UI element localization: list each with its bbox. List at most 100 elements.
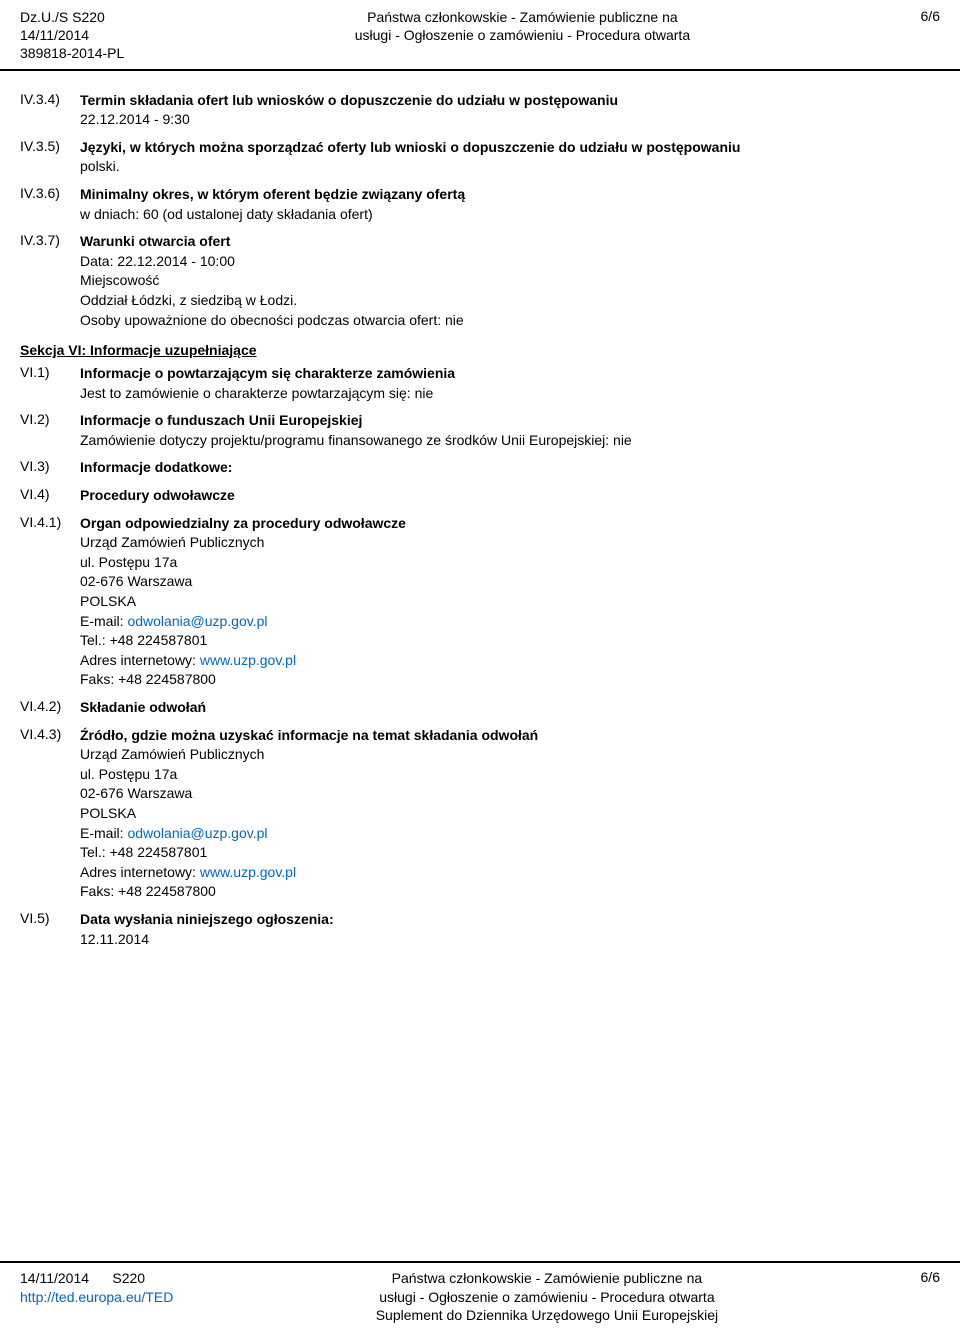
org-email-row: E-mail: odwolania@uzp.gov.pl: [80, 612, 940, 632]
item-vi42: VI.4.2) Składanie odwołań: [20, 698, 940, 718]
footer-url[interactable]: http://ted.europa.eu/TED: [20, 1288, 173, 1306]
web-label: Adres internetowy:: [80, 864, 200, 880]
item-title: Informacje o funduszach Unii Europejskie…: [80, 411, 940, 431]
item-title: Informacje o powtarzającym się charakter…: [80, 364, 940, 384]
item-vi1: VI.1) Informacje o powtarzającym się cha…: [20, 364, 940, 403]
web-label: Adres internetowy:: [80, 652, 200, 668]
item-line: Jest to zamówienie o charakterze powtarz…: [80, 384, 940, 404]
item-title: Minimalny okres, w którym oferent będzie…: [80, 185, 940, 205]
tel-value: +48 224587801: [110, 632, 208, 648]
fax-label: Faks:: [80, 671, 118, 687]
item-num: IV.3.5): [20, 138, 80, 177]
item-num: IV.3.6): [20, 185, 80, 224]
item-title: Informacje dodatkowe:: [80, 458, 940, 478]
item-vi5: VI.5) Data wysłania niniejszego ogłoszen…: [20, 910, 940, 949]
item-num: IV.3.7): [20, 232, 80, 330]
item-vi43: VI.4.3) Źródło, gdzie można uzyskać info…: [20, 726, 940, 902]
tel-value: +48 224587801: [110, 844, 208, 860]
item-num: VI.4): [20, 486, 80, 506]
item-title: Termin składania ofert lub wniosków o do…: [80, 91, 940, 111]
header-left: Dz.U./S S220 14/11/2014 389818-2014-PL: [20, 8, 124, 63]
item-num: VI.2): [20, 411, 80, 450]
item-vi41: VI.4.1) Organ odpowiedzialny za procedur…: [20, 514, 940, 690]
item-line: Zamówienie dotyczy projektu/programu fin…: [80, 431, 940, 451]
header-center-line1: Państwa członkowskie - Zamówienie public…: [355, 8, 690, 26]
email-label: E-mail:: [80, 825, 127, 841]
footer-page: 6/6: [921, 1269, 940, 1285]
item-num: VI.3): [20, 458, 80, 478]
item-num: VI.4.2): [20, 698, 80, 718]
item-title: Źródło, gdzie można uzyskać informacje n…: [80, 726, 940, 746]
org-fax-row: Faks: +48 224587800: [80, 670, 940, 690]
header-date: 14/11/2014: [20, 26, 124, 44]
item-title: Organ odpowiedzialny za procedury odwoła…: [80, 514, 940, 534]
item-line: Data: 22.12.2014 - 10:00: [80, 252, 940, 272]
web-link[interactable]: www.uzp.gov.pl: [200, 652, 296, 668]
org-country: POLSKA: [80, 804, 940, 824]
item-num: VI.4.3): [20, 726, 80, 902]
tel-label: Tel.:: [80, 844, 110, 860]
item-num: IV.3.4): [20, 91, 80, 130]
org-street: ul. Postępu 17a: [80, 553, 940, 573]
item-iv35: IV.3.5) Języki, w których można sporządz…: [20, 138, 940, 177]
fax-value: +48 224587800: [118, 883, 216, 899]
item-title: Procedury odwoławcze: [80, 486, 940, 506]
page-header: Dz.U./S S220 14/11/2014 389818-2014-PL P…: [0, 0, 960, 71]
item-line: polski.: [80, 157, 940, 177]
item-line: Osoby upoważnione do obecności podczas o…: [80, 311, 940, 331]
item-line: Oddział Łódzki, z siedzibą w Łodzi.: [80, 291, 940, 311]
footer-right: 6/6: [921, 1269, 940, 1285]
fax-label: Faks:: [80, 883, 118, 899]
content: IV.3.4) Termin składania ofert lub wnios…: [0, 71, 960, 978]
org-tel-row: Tel.: +48 224587801: [80, 843, 940, 863]
org-city: 02-676 Warszawa: [80, 572, 940, 592]
item-iv36: IV.3.6) Minimalny okres, w którym oferen…: [20, 185, 940, 224]
item-line: w dniach: 60 (od ustalonej daty składani…: [80, 205, 940, 225]
header-code2: 389818-2014-PL: [20, 44, 124, 62]
item-line: 22.12.2014 - 9:30: [80, 110, 940, 130]
org-tel-row: Tel.: +48 224587801: [80, 631, 940, 651]
footer-date-s: 14/11/2014 S220: [20, 1269, 173, 1287]
header-right: 6/6: [921, 8, 940, 24]
footer-left: 14/11/2014 S220 http://ted.europa.eu/TED: [20, 1269, 173, 1305]
item-vi2: VI.2) Informacje o funduszach Unii Europ…: [20, 411, 940, 450]
org-email-row: E-mail: odwolania@uzp.gov.pl: [80, 824, 940, 844]
item-num: VI.4.1): [20, 514, 80, 690]
header-code1: Dz.U./S S220: [20, 8, 124, 26]
section-vi-title: Sekcja VI: Informacje uzupełniające: [20, 342, 940, 358]
org-web-row: Adres internetowy: www.uzp.gov.pl: [80, 651, 940, 671]
email-link[interactable]: odwolania@uzp.gov.pl: [127, 825, 267, 841]
web-link[interactable]: www.uzp.gov.pl: [200, 864, 296, 880]
item-title: Data wysłania niniejszego ogłoszenia:: [80, 910, 940, 930]
item-num: VI.5): [20, 910, 80, 949]
item-line: 12.11.2014: [80, 930, 940, 950]
page-footer: 14/11/2014 S220 http://ted.europa.eu/TED…: [0, 1261, 960, 1334]
org-fax-row: Faks: +48 224587800: [80, 882, 940, 902]
item-title: Języki, w których można sporządzać ofert…: [80, 138, 940, 158]
footer-center-line1: Państwa członkowskie - Zamówienie public…: [376, 1269, 718, 1287]
org-web-row: Adres internetowy: www.uzp.gov.pl: [80, 863, 940, 883]
item-num: VI.1): [20, 364, 80, 403]
header-page: 6/6: [921, 8, 940, 24]
org-name: Urząd Zamówień Publicznych: [80, 533, 940, 553]
footer-s: S220: [112, 1270, 145, 1286]
email-link[interactable]: odwolania@uzp.gov.pl: [127, 613, 267, 629]
item-iv34: IV.3.4) Termin składania ofert lub wnios…: [20, 91, 940, 130]
email-label: E-mail:: [80, 613, 127, 629]
footer-date: 14/11/2014: [20, 1270, 89, 1286]
tel-label: Tel.:: [80, 632, 110, 648]
item-vi3: VI.3) Informacje dodatkowe:: [20, 458, 940, 478]
org-street: ul. Postępu 17a: [80, 765, 940, 785]
header-center: Państwa członkowskie - Zamówienie public…: [355, 8, 690, 44]
org-country: POLSKA: [80, 592, 940, 612]
fax-value: +48 224587800: [118, 671, 216, 687]
org-name: Urząd Zamówień Publicznych: [80, 745, 940, 765]
footer-center-line2: usługi - Ogłoszenie o zamówieniu - Proce…: [376, 1288, 718, 1306]
item-title: Warunki otwarcia ofert: [80, 232, 940, 252]
header-center-line2: usługi - Ogłoszenie o zamówieniu - Proce…: [355, 26, 690, 44]
footer-center-line3: Suplement do Dziennika Urzędowego Unii E…: [376, 1306, 718, 1324]
org-city: 02-676 Warszawa: [80, 784, 940, 804]
item-line: Miejscowość: [80, 271, 940, 291]
item-title: Składanie odwołań: [80, 698, 940, 718]
item-vi4: VI.4) Procedury odwoławcze: [20, 486, 940, 506]
